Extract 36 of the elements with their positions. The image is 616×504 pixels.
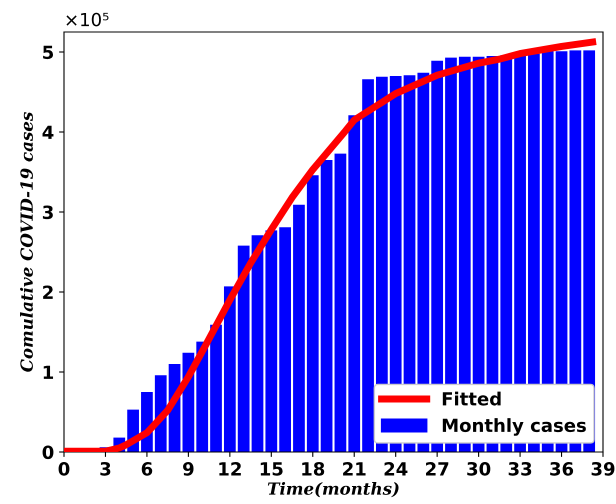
bar bbox=[334, 154, 346, 452]
legend-label: Monthly cases bbox=[442, 418, 586, 436]
x-tick-label: 18 bbox=[302, 462, 324, 476]
y-tick-label: 0 bbox=[42, 445, 54, 460]
x-tick-label: 0 bbox=[58, 462, 70, 476]
y-tick-label: 1 bbox=[44, 366, 54, 379]
bar bbox=[320, 160, 332, 452]
x-tick-label: 27 bbox=[426, 462, 448, 476]
x-tick-label: 21 bbox=[343, 462, 366, 476]
x-tick-label: 9 bbox=[183, 462, 194, 476]
bar bbox=[293, 204, 305, 452]
bar bbox=[238, 246, 250, 452]
x-axis-title: Time(months) bbox=[268, 482, 399, 498]
y-tick-label: 2 bbox=[43, 285, 53, 299]
bar bbox=[210, 324, 222, 452]
x-tick-label: 39 bbox=[592, 462, 614, 476]
bar bbox=[362, 79, 374, 452]
x-tick-label: 3 bbox=[100, 462, 110, 476]
y-tick-label: 3 bbox=[42, 205, 53, 220]
legend-label: Fitted bbox=[442, 392, 501, 406]
y-tick-label: 5 bbox=[43, 46, 54, 60]
x-tick-label: 24 bbox=[384, 462, 408, 476]
y-tick-label: 4 bbox=[42, 126, 54, 139]
bar bbox=[265, 230, 278, 452]
y-axis-title: Comulative COVID-19 cases bbox=[20, 112, 33, 372]
bar bbox=[306, 175, 319, 452]
bar bbox=[252, 235, 264, 452]
bar bbox=[279, 227, 291, 452]
x-tick-label: 6 bbox=[142, 462, 152, 476]
x-tick-label: 36 bbox=[550, 462, 574, 476]
x-tick-label: 15 bbox=[260, 462, 283, 476]
x-tick-label: 12 bbox=[219, 462, 241, 476]
bar bbox=[348, 115, 360, 452]
x-tick-label: 33 bbox=[508, 462, 532, 476]
text: ×10⁵ bbox=[66, 12, 108, 26]
x-tick-label: 30 bbox=[467, 462, 490, 476]
